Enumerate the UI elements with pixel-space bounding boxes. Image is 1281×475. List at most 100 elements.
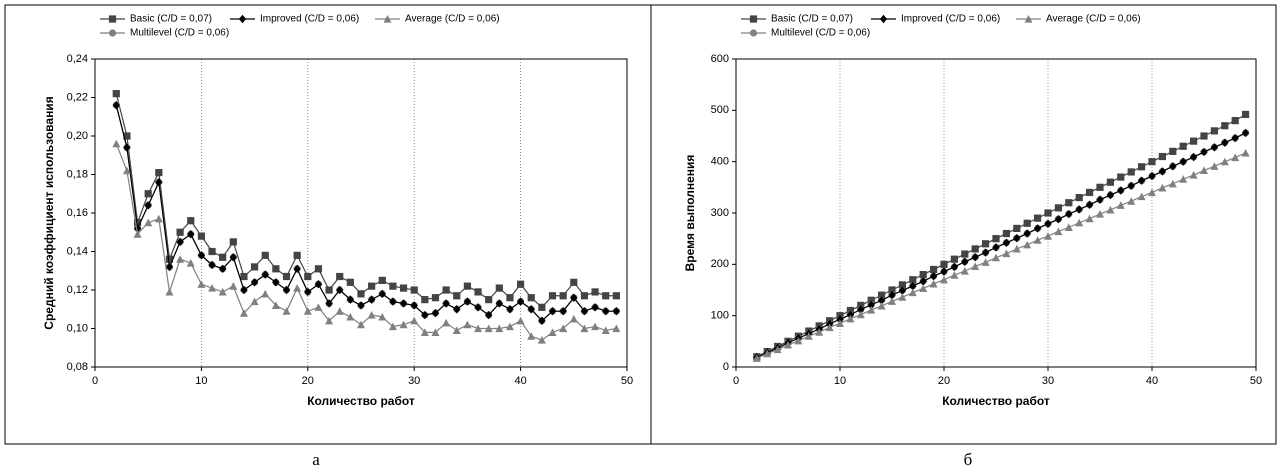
marker	[1231, 133, 1239, 143]
marker	[112, 139, 121, 148]
marker	[325, 316, 334, 325]
marker	[1220, 157, 1229, 166]
caption: б	[964, 450, 973, 469]
marker	[763, 349, 772, 358]
marker	[1106, 178, 1114, 186]
legend-label: Basic (C/D = 0,07)	[771, 14, 853, 25]
marker	[346, 278, 354, 286]
series-line	[115, 105, 617, 322]
marker	[378, 276, 386, 284]
marker	[570, 293, 578, 302]
marker	[1065, 199, 1073, 207]
marker	[251, 263, 259, 271]
marker	[1013, 224, 1021, 232]
marker	[878, 291, 886, 299]
marker	[442, 286, 450, 294]
marker	[368, 295, 376, 304]
marker	[293, 264, 301, 274]
x-tick-label: 30	[1042, 375, 1054, 387]
marker	[399, 299, 408, 308]
marker	[992, 243, 1000, 252]
marker	[282, 285, 291, 295]
marker	[919, 271, 927, 279]
marker	[1023, 229, 1031, 238]
legend-label: Improved (C/D = 0,06)	[901, 14, 1000, 25]
y-tick-label: 0,18	[67, 168, 88, 180]
y-tick-label: 0,12	[67, 284, 88, 296]
marker	[1138, 163, 1146, 171]
marker	[389, 282, 397, 290]
marker	[1242, 128, 1250, 138]
marker	[1002, 238, 1010, 247]
y-tick-label: 400	[711, 156, 729, 168]
marker	[421, 296, 429, 304]
marker	[122, 166, 131, 175]
marker	[877, 301, 886, 310]
marker	[1242, 110, 1250, 119]
y-tick-label: 0,20	[67, 130, 88, 142]
marker	[836, 315, 844, 324]
marker	[144, 190, 152, 198]
plot-area	[735, 58, 1257, 368]
x-axis-title: Количество работ	[307, 394, 415, 408]
marker	[431, 294, 440, 302]
marker	[527, 332, 536, 340]
marker	[867, 300, 875, 310]
marker	[591, 288, 599, 296]
legend-label: Basic (C/D = 0,07)	[130, 14, 212, 25]
legend-label: Average (C/D = 0,06)	[1046, 14, 1141, 25]
marker	[431, 308, 440, 318]
x-tick-label: 0	[733, 375, 739, 387]
marker	[1106, 190, 1114, 200]
y-tick-label: 0	[723, 361, 729, 373]
marker	[930, 265, 938, 274]
marker	[846, 314, 855, 323]
marker	[187, 229, 195, 239]
marker	[1169, 162, 1177, 171]
marker	[559, 324, 568, 333]
marker	[1034, 224, 1042, 233]
marker	[981, 258, 990, 266]
marker	[421, 310, 429, 320]
marker	[1200, 166, 1208, 174]
marker	[898, 286, 906, 295]
marker	[240, 285, 248, 295]
marker	[1210, 143, 1218, 152]
marker	[1158, 152, 1166, 161]
marker	[272, 265, 280, 273]
marker	[112, 101, 120, 110]
x-tick-label: 0	[92, 375, 98, 387]
marker	[612, 306, 620, 316]
marker	[197, 232, 205, 240]
marker	[240, 272, 248, 281]
marker	[208, 284, 217, 292]
marker	[1044, 209, 1052, 217]
marker	[1106, 205, 1115, 214]
x-tick-label: 40	[1146, 375, 1158, 387]
marker	[238, 14, 247, 24]
y-tick-label: 300	[711, 207, 729, 219]
marker	[538, 303, 546, 311]
marker	[218, 287, 227, 296]
marker	[527, 294, 535, 302]
marker	[325, 299, 333, 308]
marker	[1002, 229, 1010, 238]
marker	[1033, 236, 1042, 244]
marker	[505, 322, 514, 331]
marker	[929, 279, 938, 288]
marker	[357, 290, 365, 298]
marker	[442, 318, 451, 327]
marker	[919, 277, 927, 286]
marker	[815, 328, 824, 336]
marker	[123, 143, 131, 152]
marker	[1221, 122, 1229, 130]
marker	[219, 253, 227, 261]
marker	[538, 316, 546, 325]
marker	[537, 336, 546, 344]
marker	[1044, 232, 1052, 240]
marker	[1023, 219, 1031, 227]
marker	[1096, 183, 1104, 191]
marker	[602, 306, 610, 316]
marker	[548, 292, 557, 300]
